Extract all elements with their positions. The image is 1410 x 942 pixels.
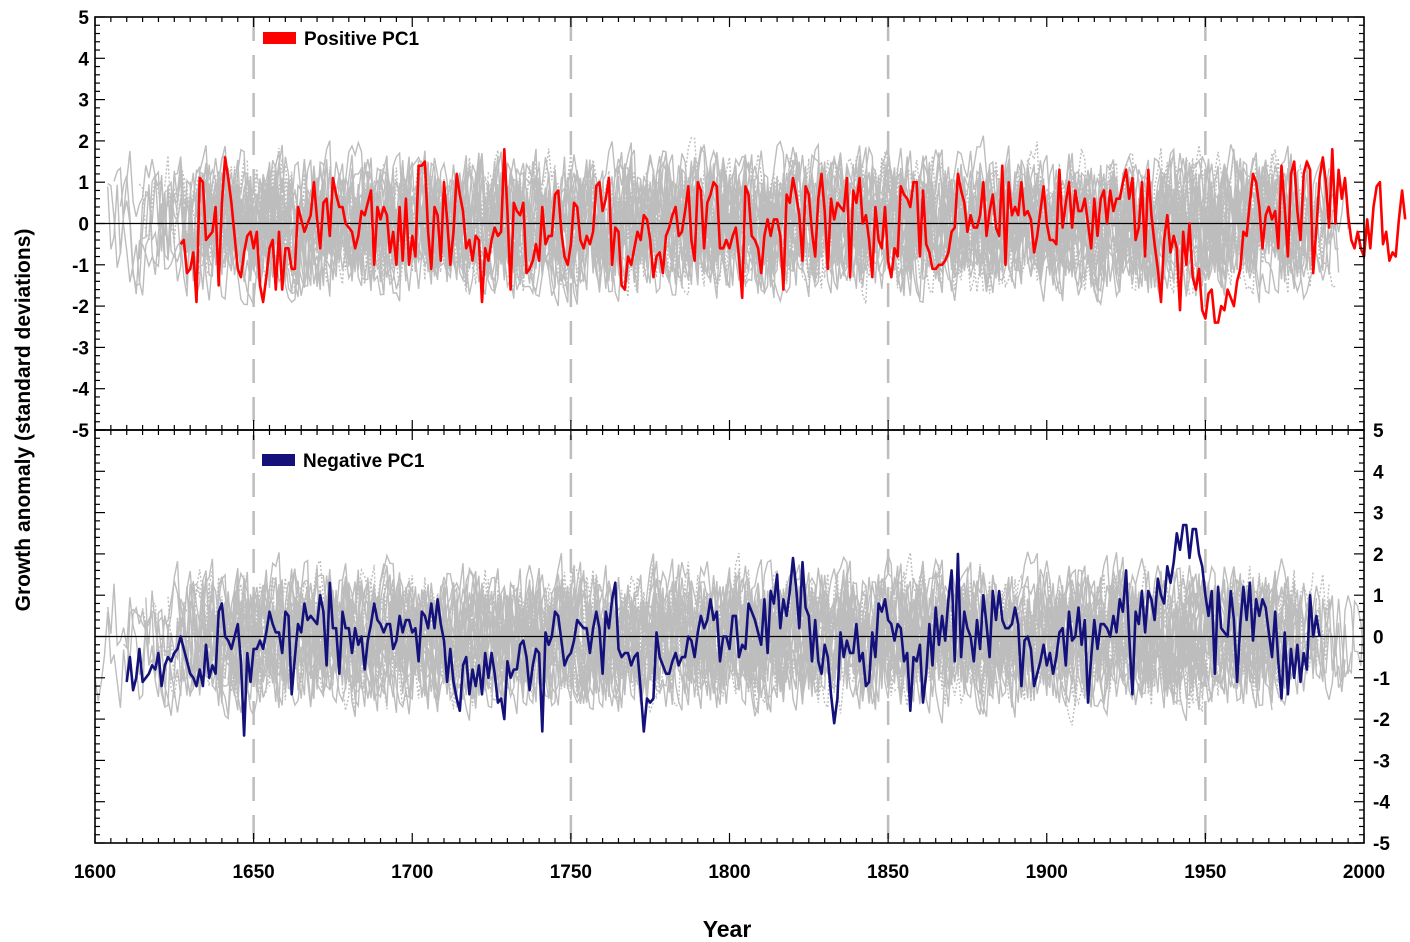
legend-swatch-bottom [262,454,295,466]
y-tick-label: -1 [1373,669,1390,690]
y-tick-label: 2 [78,132,89,153]
x-tick-label: 1650 [232,862,274,883]
axis-ticks: 1600 1650 1700 1750 1800 1850 1900 1950 2000 5 4 3 2… [72,8,1390,883]
reference-lines [252,17,1207,843]
y-tick-label: 4 [1373,462,1384,483]
legend-swatch-top [263,32,296,44]
series-line-bottom [125,523,1321,737]
y-tick-label: 1 [1373,586,1384,607]
y-tick-label: 3 [1373,504,1384,525]
legend-label-bottom: Negative PC1 [303,451,425,472]
y-tick-label: -5 [1373,834,1390,855]
y-tick-label: -2 [1373,710,1390,731]
y-tick-label: 5 [78,8,89,29]
background-series-bottom [141,552,1330,714]
x-axis-label: Year [703,916,752,942]
legend-label-top: Positive PC1 [304,29,420,50]
y-tick-label: 0 [78,215,89,236]
y-tick-label: 5 [1373,421,1384,442]
y-tick-label: -4 [1373,793,1390,814]
background-series-bottom [199,557,1365,721]
series-line-top [179,147,1407,324]
y-tick-label: 4 [78,49,89,70]
y-tick-label: -1 [72,256,89,277]
background-series-top [164,136,1283,304]
x-tick-label: 1850 [867,862,909,883]
legends: Positive PC1 Negative PC1 [262,29,425,472]
y-tick-label: 3 [78,91,89,112]
y-tick-label: 1 [78,173,89,194]
x-tick-label: 1800 [708,862,750,883]
y-tick-label: 2 [1373,545,1384,566]
x-tick-label: 1750 [550,862,592,883]
y-tick-label: -5 [72,421,89,442]
y-tick-label: -2 [72,297,89,318]
y-tick-label: -3 [72,338,89,359]
x-tick-label: 1900 [1026,862,1068,883]
x-tick-label: 1950 [1184,862,1226,883]
y-tick-label: -4 [72,380,89,401]
y-tick-label: -3 [1373,751,1390,772]
x-tick-label: 1600 [74,862,116,883]
x-tick-label: 1700 [391,862,433,883]
y-axis-label: Growth anomaly (standard deviations) [12,229,35,612]
pc1-series [125,147,1407,737]
y-tick-label: 0 [1373,628,1384,649]
x-tick-label: 2000 [1343,862,1385,883]
